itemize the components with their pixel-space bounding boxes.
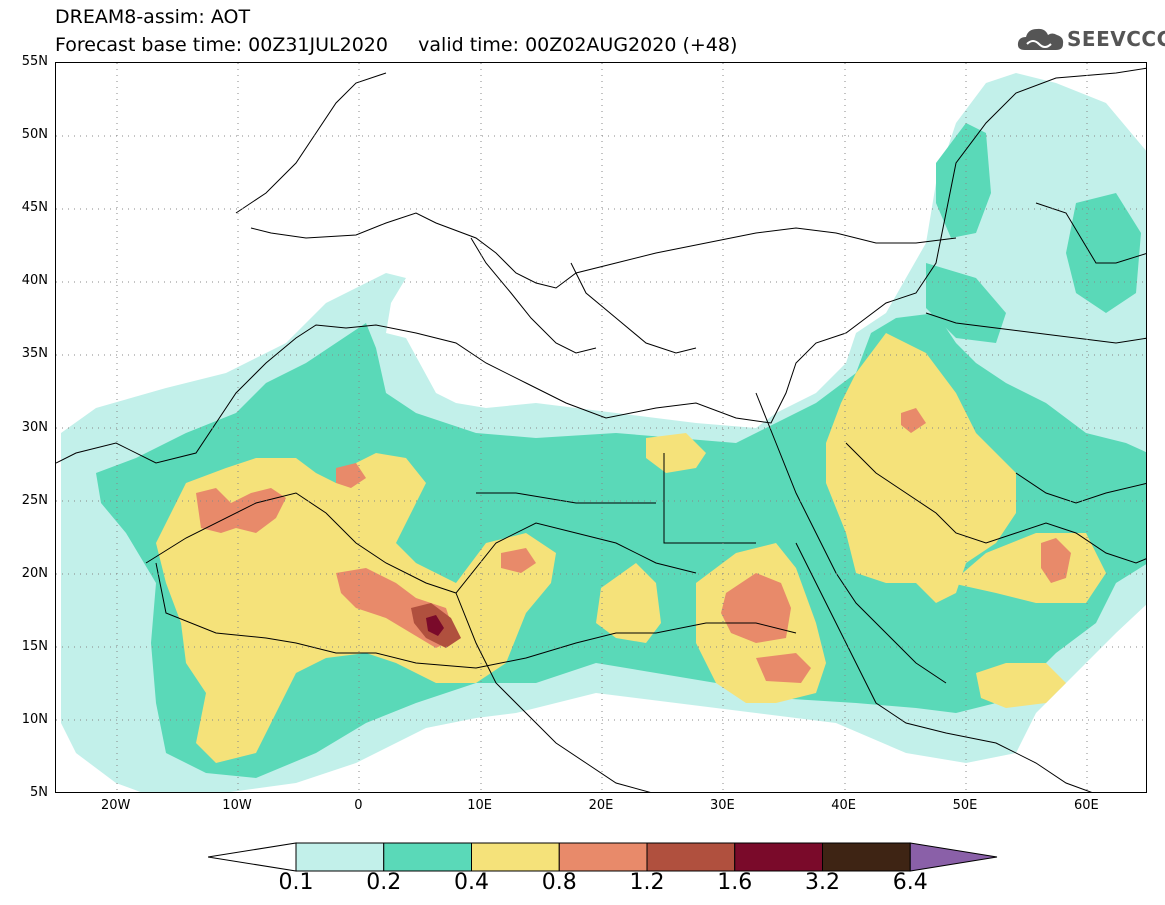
colorbar-tick-label: 0.4	[454, 870, 489, 895]
colorbar-tick-label: 0.2	[366, 870, 402, 895]
colorbar-over-triangle	[909, 842, 998, 872]
colorbar-tick-label: 3.2	[805, 870, 840, 895]
forecast-time-subtitle: Forecast base time: 00Z31JUL2020 valid t…	[55, 34, 738, 56]
lat-label: 40N	[21, 273, 48, 289]
lat-label: 45N	[21, 200, 48, 216]
colorbar-bin	[471, 842, 560, 872]
map-canvas[interactable]	[55, 62, 1147, 793]
lon-label: 20E	[588, 798, 614, 813]
colorbar-tick-label: 1.2	[629, 870, 665, 895]
map-title: DREAM8-assim: AOT	[55, 6, 251, 28]
lon-label: 0	[354, 798, 363, 813]
lon-label: 40E	[831, 798, 857, 813]
colorbar-under-triangle	[208, 842, 297, 872]
lat-label: 25N	[21, 492, 48, 508]
lon-label: 10W	[222, 798, 252, 813]
colorbar-tick-label: 1.6	[717, 870, 753, 895]
lat-label: 20N	[21, 565, 48, 581]
colorbar-bin	[295, 842, 385, 872]
colorbar-tick-label: 6.4	[892, 870, 928, 895]
lat-label: 35N	[21, 346, 48, 362]
colorbar	[208, 842, 998, 872]
colorbar-bin	[558, 842, 648, 872]
colorbar-bin	[383, 842, 472, 872]
lon-label: 50E	[952, 798, 978, 813]
lat-label: 30N	[21, 419, 48, 435]
coastlines-and-borders	[56, 67, 1146, 792]
lon-label: 20W	[100, 798, 131, 813]
colorbar-bin	[822, 842, 911, 872]
aot-level-1-6	[426, 615, 444, 636]
colorbar-bin	[646, 842, 736, 872]
lat-label: 5N	[30, 785, 48, 800]
graticule	[56, 63, 1146, 792]
colorbar-tick-label: 0.1	[278, 870, 314, 895]
lat-label: 55N	[21, 54, 48, 69]
lon-label: 30E	[709, 798, 735, 813]
seevccc-logo: SEEVCCC	[1017, 24, 1165, 54]
lon-label: 60E	[1073, 798, 1099, 813]
colorbar-bin	[734, 842, 823, 872]
lat-label: 10N	[21, 711, 48, 727]
lon-label: 10E	[467, 798, 493, 813]
cloud-icon	[1017, 28, 1064, 50]
logo-text: SEEVCCC	[1067, 27, 1165, 51]
lat-label: 15N	[21, 638, 48, 654]
lat-label: 50N	[21, 127, 48, 143]
colorbar-tick-label: 0.8	[541, 870, 577, 895]
aot-map	[56, 63, 1146, 792]
